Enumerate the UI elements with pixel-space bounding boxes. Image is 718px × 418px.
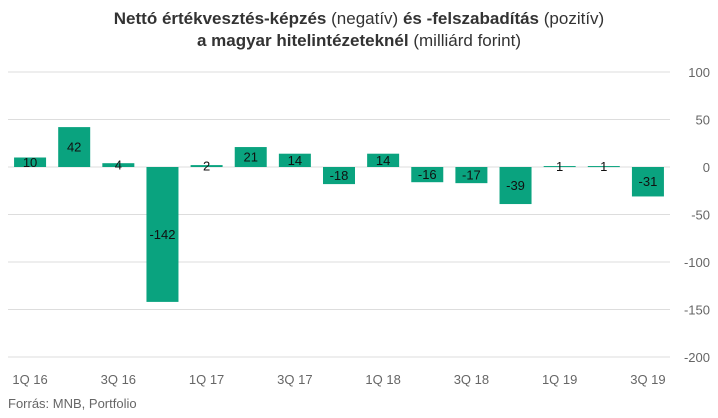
x-tick-label: 3Q 16 [101, 372, 136, 387]
x-tick-label: 3Q 17 [277, 372, 312, 387]
title-normal-part-1: (negatív) [331, 9, 399, 28]
data-label: 21 [243, 150, 257, 165]
x-tick-label: 3Q 18 [454, 372, 489, 387]
bar [278, 153, 311, 167]
bar [58, 127, 91, 167]
data-label: -16 [418, 167, 437, 182]
bar [543, 166, 576, 168]
data-label: -142 [149, 227, 175, 242]
data-label: -17 [462, 168, 481, 183]
title-bold-part-1: Nettó értékvesztés-képzés [113, 9, 327, 28]
data-label: 1 [600, 159, 607, 174]
y-tick-label: -150 [684, 303, 710, 318]
y-tick-label: -200 [684, 350, 710, 365]
chart-title-line-2: a magyar hitelintézeteknél (milliárd for… [0, 30, 718, 52]
bar [367, 153, 400, 167]
x-tick-label: 1Q 18 [365, 372, 400, 387]
bar [146, 167, 179, 302]
data-label: -31 [639, 174, 658, 189]
bar [323, 167, 355, 185]
bar [14, 157, 47, 167]
title-normal-part-2: (pozitív) [543, 9, 605, 28]
chart-title: Nettó értékvesztés-képzés (negatív) és -… [0, 8, 718, 52]
y-tick-label: 0 [703, 160, 710, 175]
data-label: 14 [376, 153, 390, 168]
y-tick-label: 100 [688, 65, 710, 80]
bar [234, 147, 267, 167]
x-tick-label: 1Q 16 [12, 372, 47, 387]
y-tick-label: -50 [691, 208, 710, 223]
x-tick-label: 1Q 17 [189, 372, 224, 387]
source-note: Forrás: MNB, Portfolio [8, 396, 137, 411]
data-label: 10 [23, 155, 37, 170]
data-label: 42 [67, 140, 81, 155]
data-label: -18 [330, 168, 349, 183]
data-label: 2 [203, 159, 210, 174]
bar [411, 167, 444, 183]
data-label: 4 [115, 158, 122, 173]
data-label: 1 [556, 159, 563, 174]
bar [631, 167, 664, 197]
bar [499, 167, 532, 205]
x-tick-label: 1Q 19 [542, 372, 577, 387]
bar [190, 165, 223, 167]
bar [587, 166, 620, 168]
title-bold-part-3: a magyar hitelintézeteknél [196, 31, 409, 50]
bar [455, 167, 488, 184]
y-tick-label: 50 [696, 113, 710, 128]
bar [102, 163, 135, 167]
title-normal-part-3: (milliárd forint) [413, 31, 522, 50]
chart-title-line-1: Nettó értékvesztés-képzés (negatív) és -… [0, 8, 718, 30]
title-bold-part-2: és -felszabadítás [402, 9, 540, 28]
x-tick-label: 3Q 19 [630, 372, 665, 387]
y-tick-label: -100 [684, 255, 710, 270]
data-label: -39 [506, 178, 525, 193]
data-label: 14 [288, 153, 302, 168]
